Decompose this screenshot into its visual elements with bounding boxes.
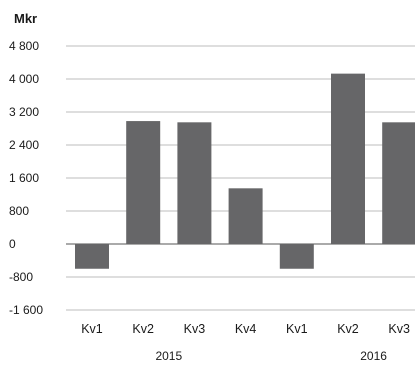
x-axis-group-labels: 2015 2016: [155, 349, 387, 363]
x-axis-category-labels: Kv1 Kv2 Kv3 Kv4 Kv1 Kv2 Kv3: [81, 322, 410, 336]
x-category-label: Kv3: [184, 322, 206, 336]
y-tick-label: 3 200: [9, 105, 39, 119]
x-group-label: 2016: [360, 349, 387, 363]
bar-kv3: [382, 122, 415, 244]
x-category-label: Kv1: [81, 322, 103, 336]
x-category-label: Kv2: [337, 322, 359, 336]
y-tick-label: 1 600: [9, 171, 39, 185]
x-category-label: Kv4: [235, 322, 257, 336]
x-category-label: Kv3: [388, 322, 410, 336]
y-tick-label: 0: [9, 237, 16, 251]
y-axis-unit-label: Mkr: [14, 11, 37, 26]
bar-kv1: [279, 244, 314, 269]
y-tick-label: -1 600: [9, 303, 43, 317]
x-category-label: Kv2: [132, 322, 154, 336]
y-tick-label: 800: [9, 204, 29, 218]
y-tick-label: 4 000: [9, 72, 39, 86]
bar-kv4: [228, 188, 263, 244]
x-group-label: 2015: [155, 349, 182, 363]
y-axis-tick-labels: 4 800 4 000 3 200 2 400 1 600 800 0 -800 -1 600: [9, 39, 43, 317]
bars: [75, 73, 415, 269]
y-tick-label: 2 400: [9, 138, 39, 152]
y-tick-label: 4 800: [9, 39, 39, 53]
x-category-label: Kv1: [286, 322, 308, 336]
bar-kv1: [75, 244, 109, 269]
y-tick-label: -800: [9, 270, 33, 284]
bar-kv2: [126, 121, 161, 244]
bar-kv2: [331, 73, 365, 244]
bar-kv3: [177, 122, 212, 244]
